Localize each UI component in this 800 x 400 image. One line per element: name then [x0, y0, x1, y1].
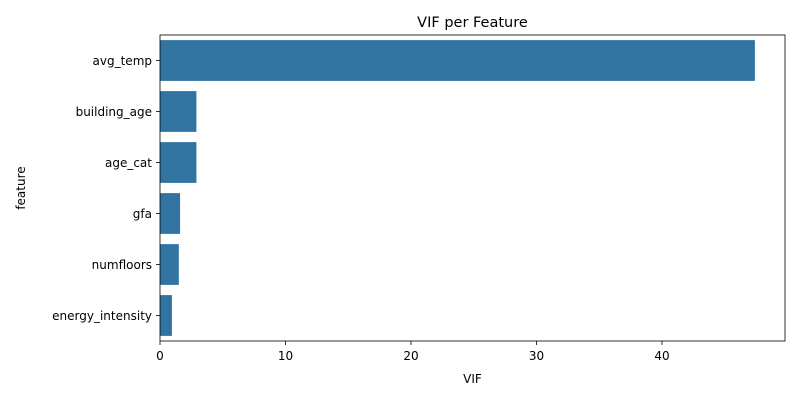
- bar-numfloors: [160, 244, 179, 285]
- chart-title: VIF per Feature: [417, 15, 528, 31]
- x-tick-label: 30: [529, 349, 544, 363]
- x-axis-title: VIF: [463, 372, 482, 386]
- y-tick-label: energy_intensity: [52, 309, 152, 323]
- bar-age-cat: [160, 142, 197, 183]
- bar-building-age: [160, 91, 197, 132]
- bars-group: [160, 40, 755, 336]
- x-ticks-group: 0 10 20 30 40: [156, 341, 670, 363]
- x-tick-label: 0: [156, 349, 164, 363]
- y-tick-label: numfloors: [92, 258, 152, 272]
- y-tick-label: age_cat: [105, 156, 152, 170]
- bar-avg-temp: [160, 40, 755, 81]
- plot-frame: [159, 34, 786, 342]
- y-tick-label: gfa: [133, 207, 152, 221]
- y-axis-title: feature: [14, 166, 28, 209]
- y-tick-label: avg_temp: [93, 54, 152, 68]
- bar-energy-intensity: [160, 295, 172, 336]
- x-tick-label: 20: [403, 349, 418, 363]
- bar-gfa: [160, 193, 181, 234]
- x-tick-label: 10: [278, 349, 293, 363]
- y-tick-label: building_age: [76, 105, 152, 119]
- x-tick-label: 40: [654, 349, 669, 363]
